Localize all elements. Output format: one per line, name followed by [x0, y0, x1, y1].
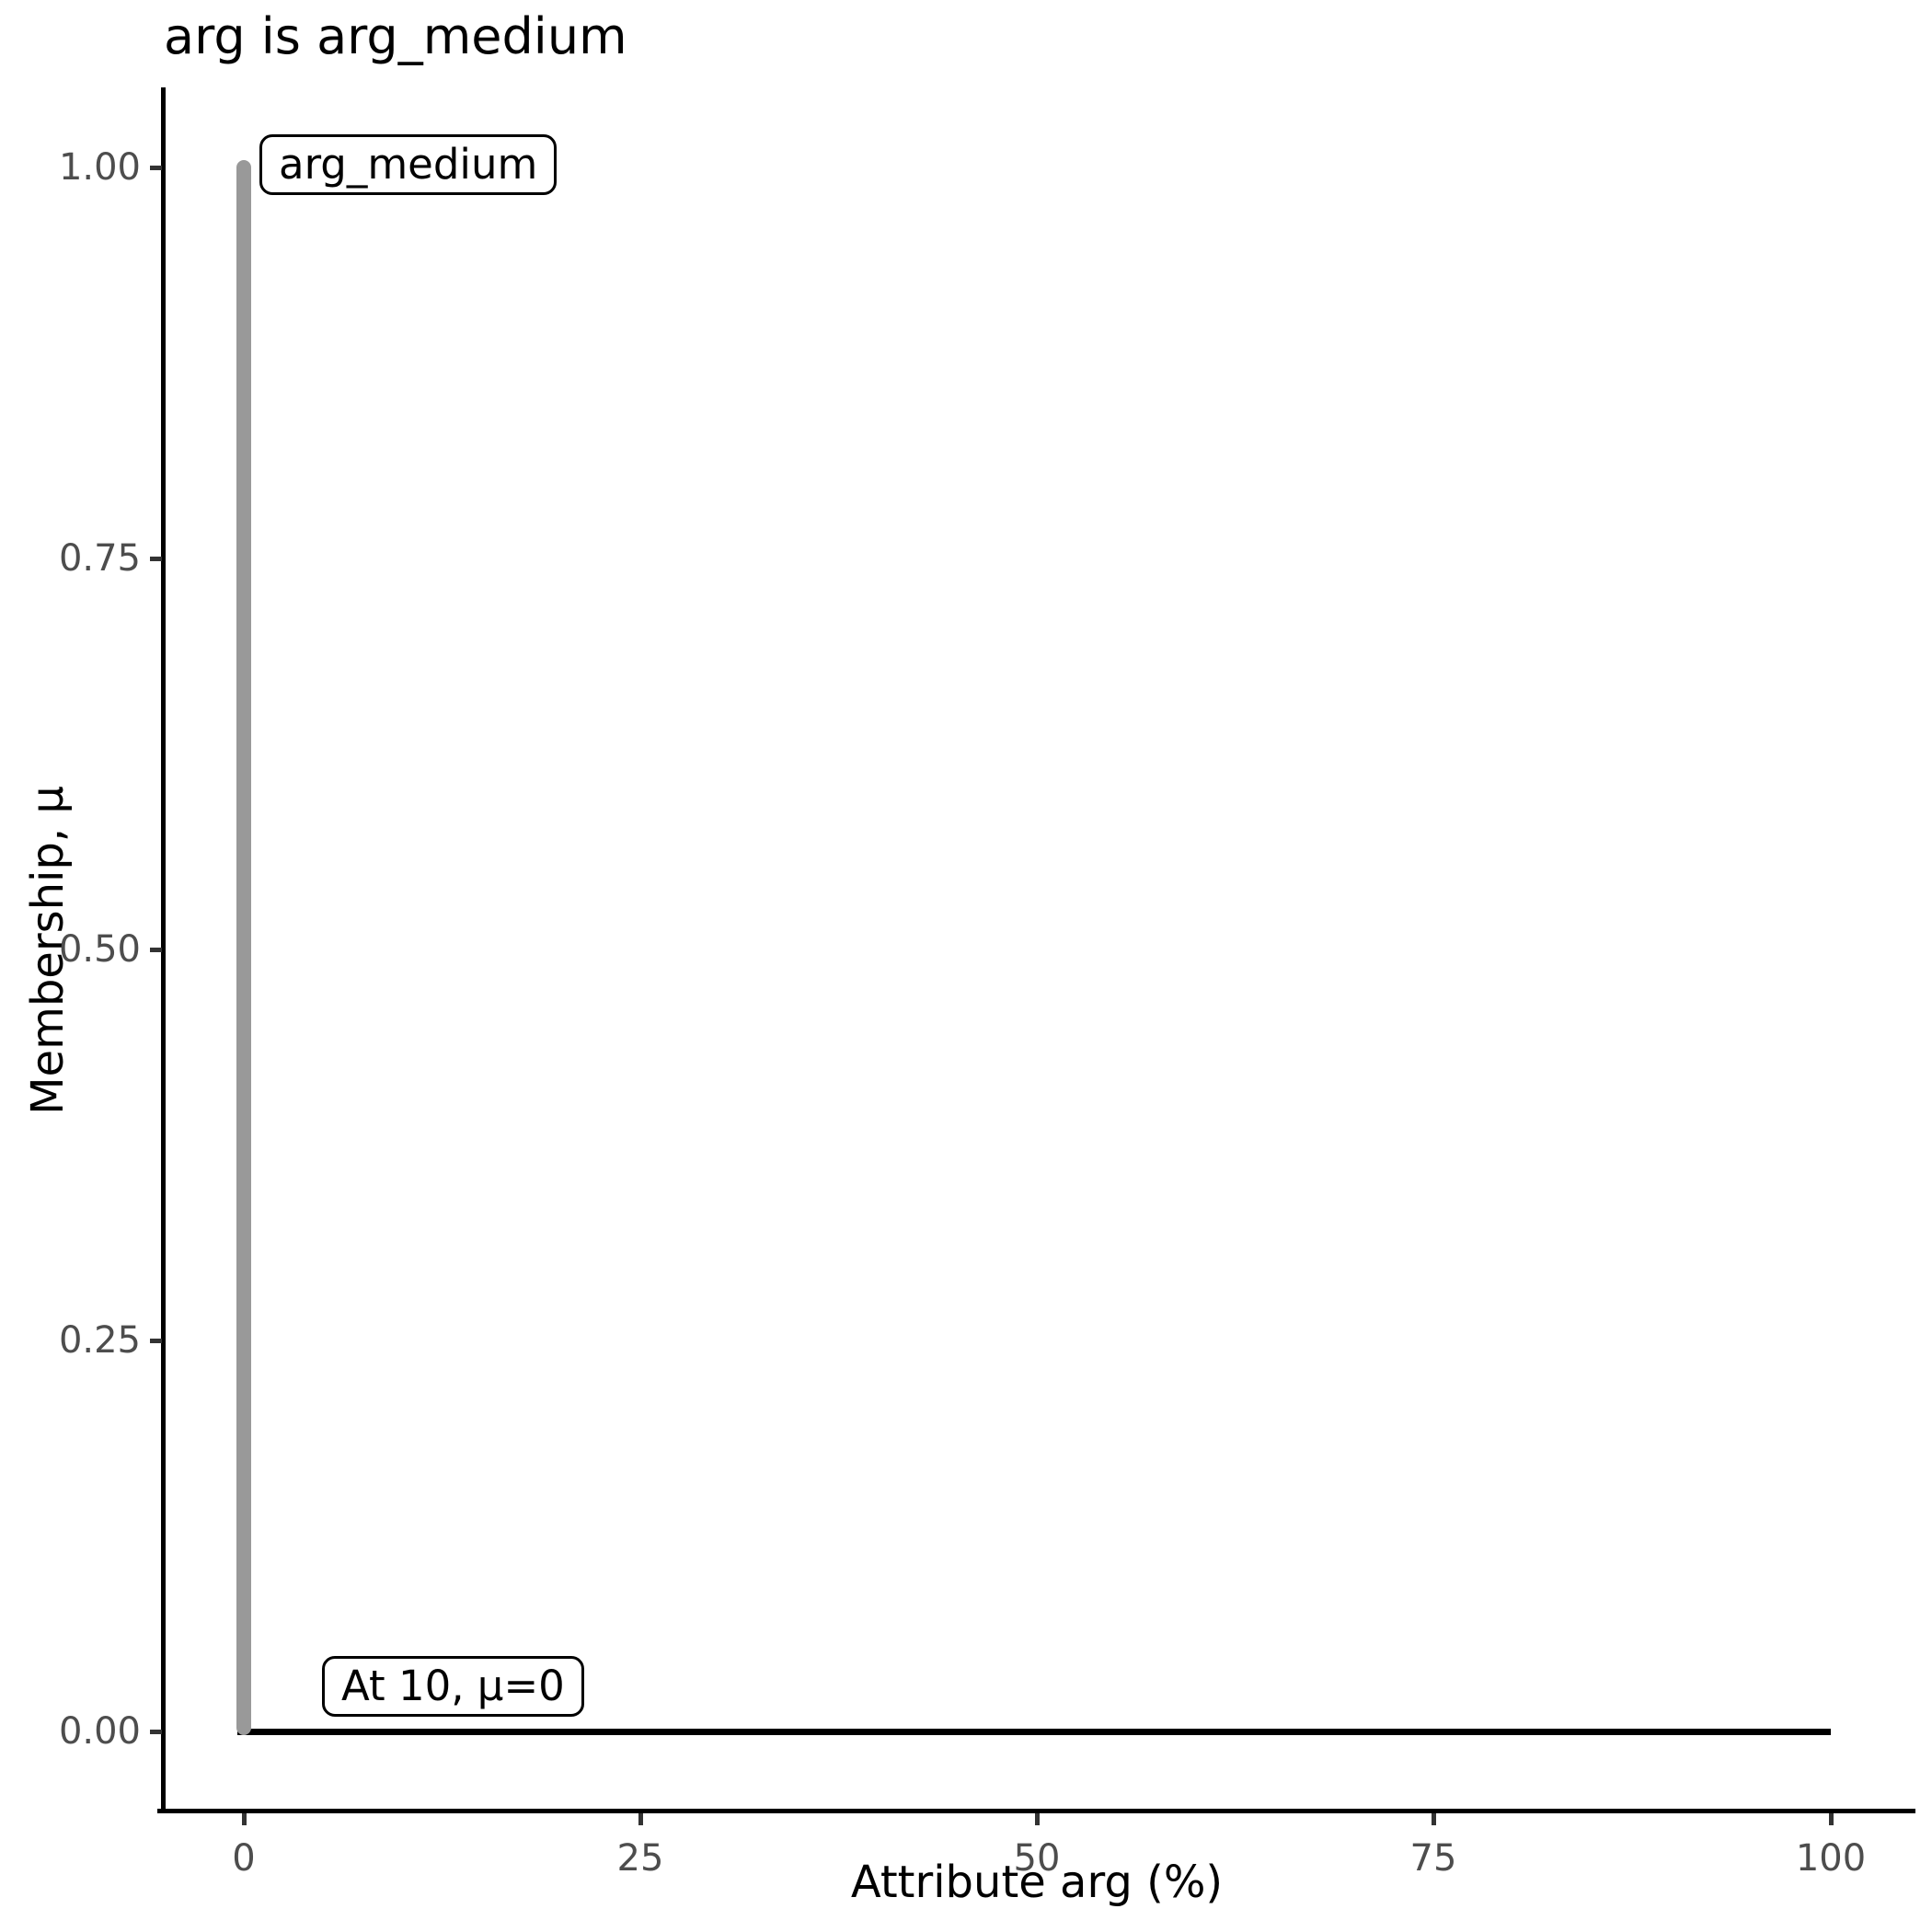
membership-baseline-series: [237, 1729, 1831, 1735]
y-tick-mark: [150, 948, 162, 952]
x-tick-label: 50: [1013, 1837, 1061, 1880]
y-tick-label: 1.00: [58, 146, 141, 189]
x-tick-mark: [638, 1813, 643, 1825]
chart-title: arg is arg_medium: [164, 7, 627, 65]
x-tick-mark: [1432, 1813, 1436, 1825]
y-tick-mark: [150, 166, 162, 170]
y-tick-mark: [150, 1730, 162, 1734]
y-axis-line: [161, 87, 166, 1813]
y-tick-label: 0.50: [58, 928, 141, 971]
x-tick-mark: [1829, 1813, 1834, 1825]
y-tick-mark: [150, 1339, 162, 1343]
x-axis-title: Attribute arg (%): [850, 1857, 1224, 1908]
y-tick-label: 0.25: [58, 1319, 141, 1362]
x-axis-line: [157, 1809, 1915, 1813]
x-tick-label: 100: [1795, 1837, 1867, 1880]
y-tick-mark: [150, 557, 162, 561]
x-tick-mark: [242, 1813, 247, 1825]
x-tick-mark: [1035, 1813, 1040, 1825]
y-tick-label: 0.75: [58, 537, 141, 580]
x-tick-label: 75: [1409, 1837, 1457, 1880]
x-tick-label: 0: [232, 1837, 256, 1880]
membership-spike-series: [236, 160, 251, 1735]
x-tick-label: 25: [616, 1837, 664, 1880]
y-tick-label: 0.00: [58, 1710, 141, 1753]
annotation-label-at-10: At 10, μ=0: [322, 1656, 584, 1717]
annotation-label-arg-medium: arg_medium: [259, 134, 558, 195]
